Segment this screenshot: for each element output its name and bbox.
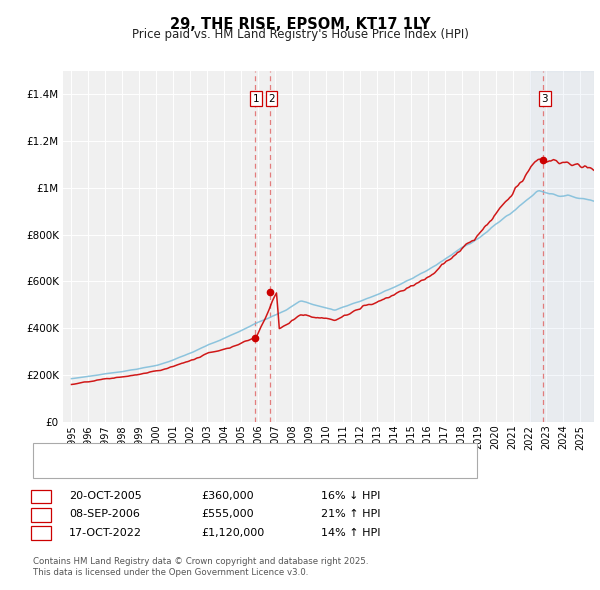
Text: Contains HM Land Registry data © Crown copyright and database right 2025.: Contains HM Land Registry data © Crown c… bbox=[33, 558, 368, 566]
Text: 1: 1 bbox=[37, 491, 44, 501]
Text: 1: 1 bbox=[253, 94, 260, 104]
Text: £555,000: £555,000 bbox=[201, 510, 254, 519]
Text: 2: 2 bbox=[37, 510, 44, 519]
Text: £360,000: £360,000 bbox=[201, 491, 254, 501]
Text: 2: 2 bbox=[268, 94, 275, 104]
Text: 20-OCT-2005: 20-OCT-2005 bbox=[69, 491, 142, 501]
Bar bbox=[530, 71, 594, 422]
Text: 21% ↑ HPI: 21% ↑ HPI bbox=[321, 510, 380, 519]
Text: HPI: Average price, detached house, Epsom and Ewell: HPI: Average price, detached house, Epso… bbox=[72, 464, 367, 474]
Text: 14% ↑ HPI: 14% ↑ HPI bbox=[321, 528, 380, 537]
Text: 17-OCT-2022: 17-OCT-2022 bbox=[69, 528, 142, 537]
Text: 08-SEP-2006: 08-SEP-2006 bbox=[69, 510, 140, 519]
Text: 3: 3 bbox=[37, 528, 44, 537]
Text: 16% ↓ HPI: 16% ↓ HPI bbox=[321, 491, 380, 501]
Text: 29, THE RISE, EPSOM, KT17 1LY (detached house): 29, THE RISE, EPSOM, KT17 1LY (detached … bbox=[72, 447, 343, 457]
Text: 29, THE RISE, EPSOM, KT17 1LY: 29, THE RISE, EPSOM, KT17 1LY bbox=[170, 17, 430, 31]
Text: This data is licensed under the Open Government Licence v3.0.: This data is licensed under the Open Gov… bbox=[33, 568, 308, 577]
Text: 3: 3 bbox=[541, 94, 548, 104]
Text: Price paid vs. HM Land Registry's House Price Index (HPI): Price paid vs. HM Land Registry's House … bbox=[131, 28, 469, 41]
Text: £1,120,000: £1,120,000 bbox=[201, 528, 264, 537]
